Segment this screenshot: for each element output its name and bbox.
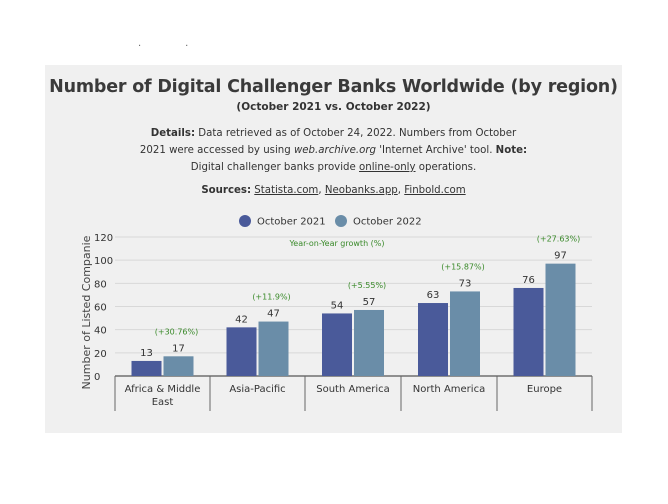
legend-label-1: October 2021 [257, 217, 326, 228]
category-label-5: Europe [527, 384, 562, 395]
category-label-4: North America [413, 384, 485, 395]
details-line2-em: web.archive.org [293, 145, 377, 156]
details-line1: Data retrieved as of October 24, 2022. N… [195, 128, 517, 139]
source-link-1[interactable]: Statista.com [254, 185, 319, 196]
details-line2-b: 'Internet Archive' tool. [376, 145, 496, 156]
bar-value-label-1-5: 76 [522, 275, 535, 286]
y-tick-0: 0 [94, 372, 100, 383]
category-label-1-line2: East [152, 397, 174, 408]
growth-label-5: (+27.63%) [537, 235, 580, 244]
bar-value-label-1-1: 13 [140, 348, 153, 359]
chart-subtitle: (October 2021 vs. October 2022) [236, 101, 431, 113]
bar-value-label-2-2: 47 [267, 309, 280, 320]
chart-title: Number of Digital Challenger Banks World… [49, 77, 618, 97]
details-line3-u: online-only [359, 162, 416, 173]
y-axis-label: Number of Listed Companie [80, 235, 93, 389]
legend-marker-1 [239, 215, 251, 227]
growth-label-4: (+15.87%) [441, 262, 484, 271]
bar-value-label-1-4: 63 [427, 290, 440, 301]
note-label: Note: [495, 145, 528, 156]
bar-1-5 [513, 287, 544, 376]
y-tick-20: 20 [94, 349, 107, 360]
bar-1-3 [322, 313, 352, 376]
bar-value-label-2-5: 97 [554, 251, 567, 262]
legend-marker-2 [335, 215, 347, 227]
details-line2-a: 2021 were accessed by using [139, 145, 294, 156]
bar-chart: October 2021 October 2022020406080100120N… [80, 215, 593, 411]
sources-label: Sources: [201, 185, 252, 196]
bar-value-label-2-3: 57 [363, 297, 376, 308]
bar-value-label-2-1: 17 [172, 343, 185, 354]
bar-value-label-1-2: 42 [235, 314, 248, 325]
y-tick-120: 120 [94, 233, 113, 244]
chart-card: Number of Digital Challenger Banks World… [45, 65, 622, 433]
bar-value-label-2-4: 73 [459, 278, 472, 289]
y-tick-80: 80 [94, 279, 107, 290]
bar-2-5 [545, 263, 576, 376]
bar-1-1 [131, 360, 162, 376]
y-tick-100: 100 [94, 256, 113, 267]
legend-label-2: October 2022 [353, 217, 422, 228]
growth-title: Year-on-Year growth (%) [288, 239, 384, 248]
growth-label-2: (+11.9%) [252, 293, 290, 302]
bar-2-4 [450, 291, 480, 376]
bar-2-3 [354, 309, 384, 376]
stray-marks: .. [138, 38, 233, 49]
category-label-1-line1: Africa & Middle [125, 384, 201, 395]
category-label-3: South America [316, 384, 390, 395]
growth-label-1: (+30.76%) [155, 327, 198, 336]
bar-2-1 [163, 356, 194, 376]
source-link-2[interactable]: Neobanks.app [324, 185, 398, 196]
details-line3-b: operations. [415, 162, 477, 173]
source-link-3[interactable]: Finbold.com [404, 185, 466, 196]
growth-label-3: (+5.55%) [348, 281, 386, 290]
details-label: Details: [150, 128, 196, 139]
bar-1-4 [418, 303, 448, 376]
details-note: Details: Data retrieved as of October 24… [115, 125, 552, 176]
category-label-2: Asia-Pacific [229, 384, 285, 395]
bar-1-2 [226, 327, 257, 376]
details-line3-a: Digital challenger banks provide [190, 162, 360, 173]
bar-2-2 [258, 321, 289, 376]
y-tick-60: 60 [94, 303, 107, 314]
y-tick-40: 40 [94, 326, 107, 337]
bar-value-label-1-3: 54 [331, 300, 344, 311]
sources-line: Sources: Statista.com, Neobanks.app, Fin… [201, 185, 466, 196]
